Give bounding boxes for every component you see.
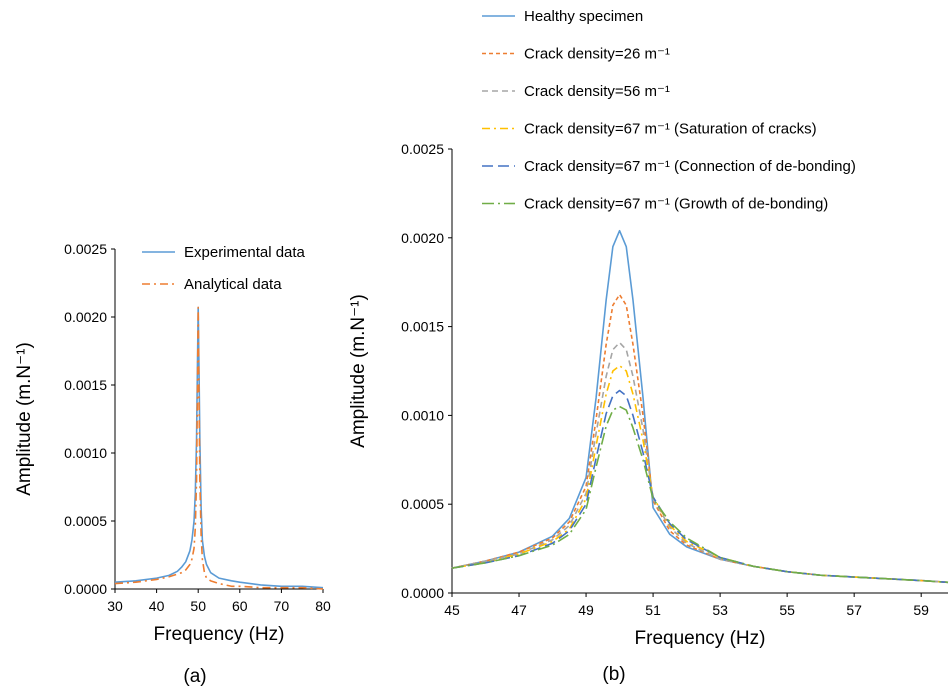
x-tick-label: 40 [149, 598, 165, 614]
x-tick-label: 50 [190, 598, 206, 614]
legend-label: Crack density=67 m⁻¹ (Saturation of crac… [524, 121, 817, 138]
y-tick-label: 0.0000 [401, 585, 444, 601]
y-axis-title: Amplitude (m.N⁻¹) [348, 294, 369, 448]
legend-label: Crack density=67 m⁻¹ (Growth of de-bondi… [524, 196, 828, 213]
legend-label: Crack density=67 m⁻¹ (Connection of de-b… [524, 158, 856, 175]
x-tick-label: 30 [107, 598, 123, 614]
y-tick-label: 0.0010 [401, 407, 444, 423]
x-tick-label: 70 [274, 598, 290, 614]
x-tick-label: 53 [712, 602, 728, 618]
y-tick-label: 0.0005 [401, 496, 444, 512]
x-tick-label: 57 [846, 602, 862, 618]
x-tick-label: 55 [779, 602, 795, 618]
x-tick-label: 60 [232, 598, 248, 614]
chart-b: 0.0000 0.0005 0.0010 0.0015 0.0020 0.0025 45 47… [348, 8, 949, 685]
x-tick-label: 51 [645, 602, 661, 618]
x-tick-label: 47 [511, 602, 527, 618]
x-tick-label: 80 [315, 598, 331, 614]
y-tick-label: 0.0005 [64, 513, 107, 529]
series-line [451, 229, 949, 584]
series-line [114, 306, 324, 589]
y-tick-label: 0.0010 [64, 445, 107, 461]
series-line [451, 405, 949, 584]
series-line [451, 364, 949, 584]
legend-label: Experimental data [184, 244, 306, 261]
panel-caption: (b) [602, 664, 625, 685]
x-tick-label: 49 [578, 602, 594, 618]
x-axis-title: Frequency (Hz) [635, 628, 766, 649]
y-tick-label: 0.0025 [401, 141, 444, 157]
y-tick-label: 0.0000 [64, 581, 107, 597]
series-line [451, 389, 949, 584]
legend-label: Crack density=56 m⁻¹ [524, 83, 670, 100]
y-tick-label: 0.0025 [64, 241, 107, 257]
legend-label: Crack density=26 m⁻¹ [524, 46, 670, 63]
y-axis-title: Amplitude (m.N⁻¹) [14, 342, 35, 496]
series-line [451, 293, 949, 584]
x-axis-title: Frequency (Hz) [154, 624, 285, 645]
x-tick-label: 59 [913, 602, 929, 618]
legend-label: Analytical data [184, 276, 282, 293]
y-tick-label: 0.0020 [401, 230, 444, 246]
x-tick-label: 45 [444, 602, 460, 618]
series-line [114, 306, 324, 590]
y-tick-label: 0.0015 [64, 377, 107, 393]
legend-label: Healthy specimen [524, 8, 643, 25]
chart-a: 0.0000 0.0005 0.0010 0.0015 0.0020 0.0025 30 40… [14, 241, 331, 687]
y-tick-label: 0.0020 [64, 309, 107, 325]
panel-caption: (a) [183, 666, 206, 687]
y-tick-label: 0.0015 [401, 319, 444, 335]
series-line [451, 341, 949, 584]
